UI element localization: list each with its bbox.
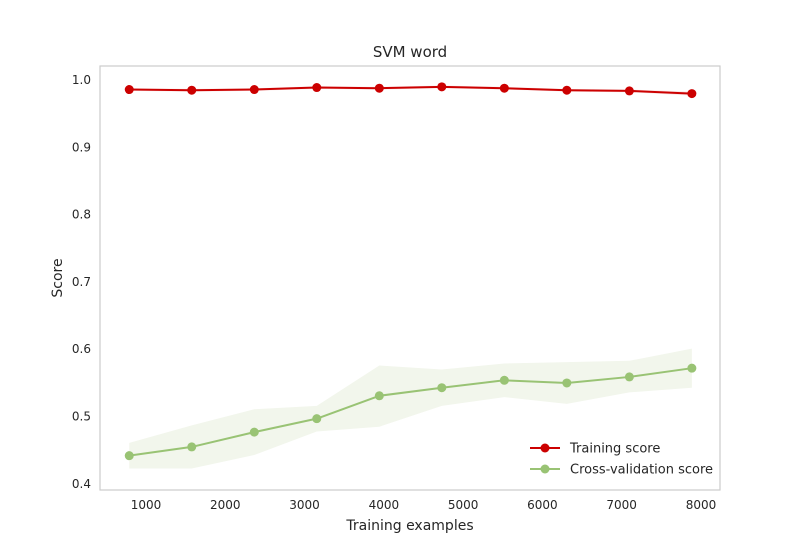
training-score-point: [249, 85, 259, 95]
training-score-point: [687, 89, 697, 99]
x-tick-label: 2000: [210, 498, 241, 512]
cross-validation-score-point: [437, 383, 447, 393]
y-tick-label: 0.9: [72, 140, 91, 154]
x-tick-label: 4000: [369, 498, 400, 512]
legend-marker-training: [540, 443, 550, 453]
legend-marker-cross-validation: [540, 464, 550, 474]
cross-validation-score-point: [249, 427, 259, 437]
training-score-point: [374, 83, 384, 93]
y-axis-label: Score: [50, 258, 66, 297]
x-tick-label: 3000: [289, 498, 320, 512]
x-tick-label: 5000: [448, 498, 479, 512]
legend-label-cross-validation: Cross-validation score: [570, 463, 713, 478]
training-score-line: [129, 85, 692, 95]
y-tick-label: 0.4: [72, 477, 91, 491]
cross-validation-score-point: [562, 378, 572, 388]
training-score-band: [129, 85, 692, 96]
training-score-point: [562, 85, 572, 95]
series-markers: [124, 82, 697, 461]
legend-label-training: Training score: [569, 442, 660, 457]
cross-validation-score-point: [124, 451, 134, 461]
x-tick-label: 1000: [131, 498, 162, 512]
legend-item-cross-validation: Cross-validation score: [530, 463, 713, 478]
training-score-point: [499, 83, 509, 93]
plot-area-frame: [99, 65, 721, 491]
series-lines: [129, 85, 692, 457]
x-tick-label: 8000: [686, 498, 717, 512]
x-tick-label: 6000: [527, 498, 558, 512]
y-axis-ticks: 0.4 0.5 0.6 0.7 0.8 0.9 1.0: [72, 73, 91, 491]
cross-validation-score-point: [187, 442, 197, 452]
cross-validation-score-point: [687, 363, 697, 373]
y-tick-label: 0.8: [72, 208, 91, 222]
training-score-point: [187, 85, 197, 95]
chart-title: SVM word: [373, 43, 447, 61]
x-axis-ticks: 1000 2000 3000 4000 5000 6000 7000 8000: [131, 498, 717, 512]
y-tick-label: 0.7: [72, 275, 91, 289]
legend: Training score Cross-validation score: [530, 442, 713, 478]
y-tick-label: 0.6: [72, 342, 91, 356]
confidence-bands: [129, 85, 692, 469]
cross-validation-score-point: [374, 391, 384, 401]
cross-validation-score-band: [129, 348, 692, 469]
legend-item-training: Training score: [530, 442, 660, 457]
cross-validation-score-line: [129, 367, 692, 457]
training-score-point: [124, 85, 134, 95]
training-score-point: [624, 86, 634, 96]
x-tick-label: 7000: [606, 498, 637, 512]
cross-validation-score-point: [312, 414, 322, 424]
y-tick-label: 1.0: [72, 73, 91, 87]
training-score-point: [437, 82, 447, 92]
cross-validation-score-point: [624, 372, 634, 382]
y-tick-label: 0.5: [72, 409, 91, 423]
cross-validation-score-point: [499, 375, 509, 385]
x-axis-label: Training examples: [345, 518, 473, 534]
training-score-point: [312, 83, 322, 93]
